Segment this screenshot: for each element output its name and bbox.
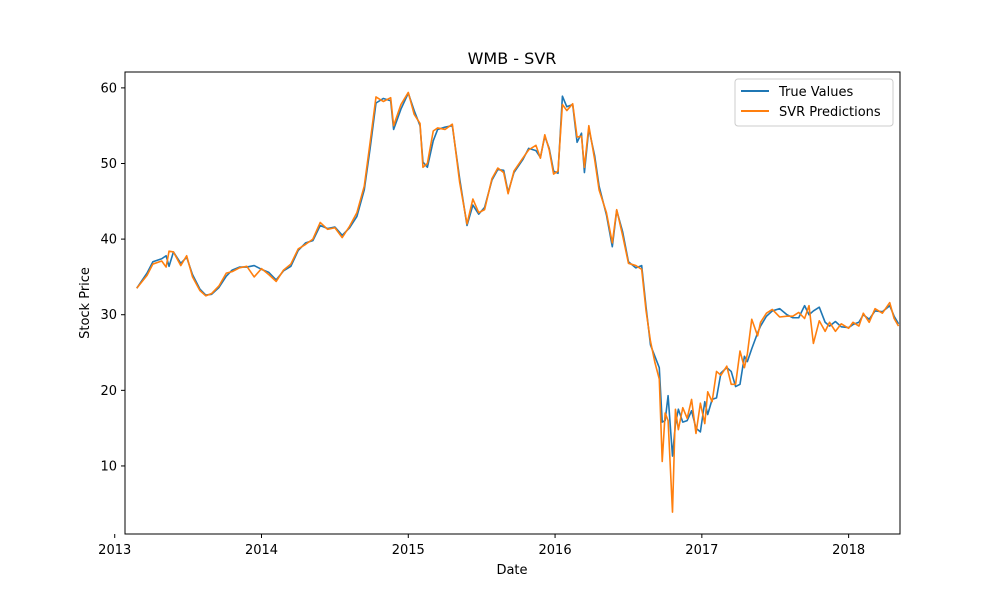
x-tick-label: 2017 xyxy=(685,543,718,558)
legend: True Values SVR Predictions xyxy=(734,78,894,127)
legend-label-0: True Values xyxy=(778,85,853,100)
x-tick-label: 2018 xyxy=(832,543,865,558)
plot-frame xyxy=(124,71,901,535)
legend-label-1: SVR Predictions xyxy=(779,105,881,120)
series-line-1 xyxy=(136,91,900,513)
x-tick-label: 2013 xyxy=(98,543,131,558)
x-tick-label: 2014 xyxy=(245,543,278,558)
y-tick-label: 50 xyxy=(100,157,117,172)
axes-layer: 2013 2014 2015 2016 2017 2018 10 20 30 40 50 60 xyxy=(98,71,901,558)
y-tick-label: 10 xyxy=(100,459,117,474)
x-tick-label: 2016 xyxy=(539,543,572,558)
chart-title: WMB - SVR xyxy=(468,49,557,68)
x-axis-label: Date xyxy=(496,563,527,578)
series-layer xyxy=(136,91,900,513)
y-tick-label: 30 xyxy=(100,308,117,323)
y-tick-label: 20 xyxy=(100,384,117,399)
series-line-0 xyxy=(136,92,900,457)
legend-box xyxy=(734,78,894,127)
y-axis-label: Stock Price xyxy=(78,267,93,339)
y-tick-label: 40 xyxy=(100,233,117,248)
y-tick-label: 60 xyxy=(100,81,117,96)
x-tick-label: 2015 xyxy=(392,543,425,558)
